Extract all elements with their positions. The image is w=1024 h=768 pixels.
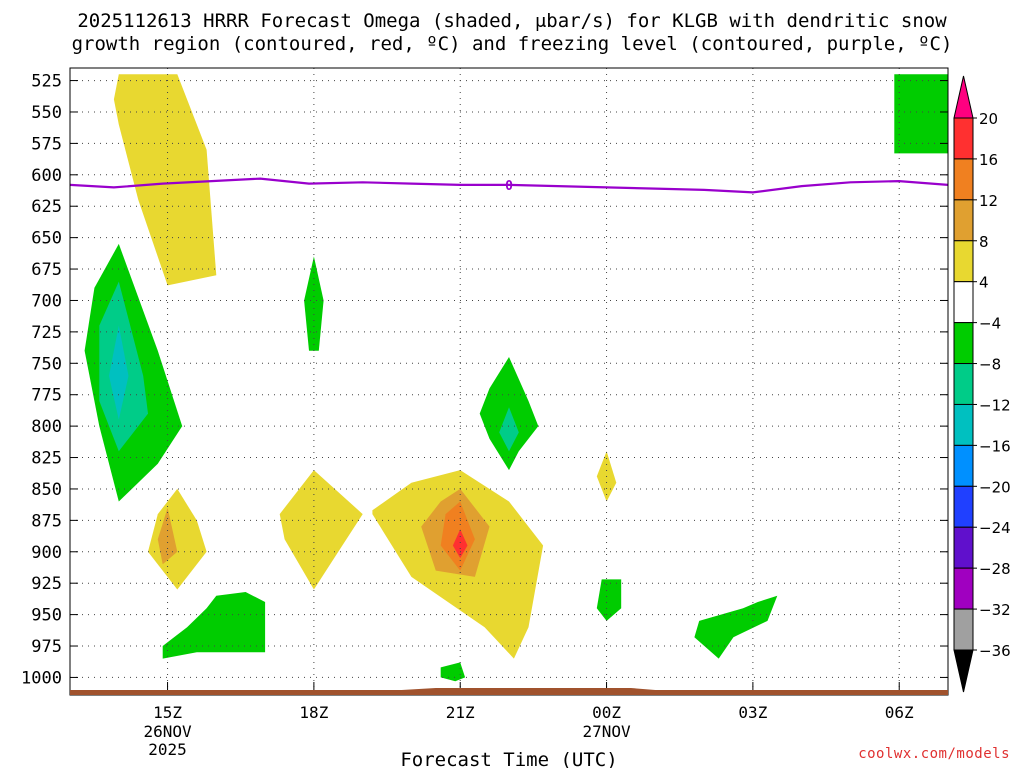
- terrain-strip: [70, 690, 948, 695]
- y-tick-label-950: 950: [31, 606, 62, 626]
- y-tick-label-975: 975: [31, 637, 62, 657]
- colorbar-box-5: [953, 322, 974, 365]
- y-tick-label-625: 625: [31, 197, 62, 217]
- omega-region-15: [162, 592, 266, 659]
- x-tick-date-15: 26NOV: [143, 722, 192, 741]
- y-tick-label-575: 575: [31, 134, 62, 154]
- colorbar-box-2: [953, 199, 974, 242]
- colorbar-label-5: −4: [979, 315, 1001, 333]
- colorbar-box-1: [953, 158, 974, 201]
- y-tick-label-550: 550: [31, 103, 62, 123]
- y-tick-label-600: 600: [31, 166, 62, 186]
- colorbar-label-12: −32: [979, 601, 1011, 619]
- omega-region-3: [279, 470, 363, 590]
- colorbar-label-2: 12: [979, 192, 998, 210]
- y-tick-label-650: 650: [31, 229, 62, 249]
- omega-region-14: [499, 407, 519, 452]
- grid-lines: [70, 68, 948, 690]
- y-tick-label-725: 725: [31, 323, 62, 343]
- x-tick-label-30: 06Z: [885, 703, 914, 722]
- chart-title-line-2: growth region (contoured, red, ºC) and f…: [71, 33, 953, 55]
- plot-area: [70, 74, 948, 682]
- y-tick-label-825: 825: [31, 449, 62, 469]
- terrain-bump: [401, 688, 656, 690]
- colorbar-box-12: [953, 608, 974, 651]
- colorbar-box-9: [953, 485, 974, 528]
- colorbar-box-7: [953, 403, 974, 446]
- x-tick-label-27: 03Z: [738, 703, 767, 722]
- colorbar-label-11: −28: [979, 560, 1011, 578]
- omega-region-17: [596, 579, 622, 621]
- colorbar-label-3: 8: [979, 233, 989, 251]
- colorbar-label-6: −8: [979, 356, 1001, 374]
- watermark: coolwx.com/models: [858, 746, 1010, 762]
- colorbar-box-6: [953, 363, 974, 405]
- x-tick-year-15: 2025: [148, 740, 187, 759]
- colorbar-label-0: 20: [979, 110, 998, 128]
- y-tick-label-900: 900: [31, 543, 62, 563]
- y-tick-label-925: 925: [31, 574, 62, 594]
- y-tick-label-700: 700: [31, 291, 62, 311]
- y-tick-label-850: 850: [31, 480, 62, 500]
- omega-region-18: [694, 595, 778, 659]
- colorbar-box-3: [953, 240, 974, 283]
- colorbar-box-8: [953, 444, 974, 487]
- colorbar-bottom-arrow: [953, 649, 974, 693]
- y-tick-label-775: 775: [31, 386, 62, 406]
- omega-region-19: [894, 74, 948, 154]
- colorbar: 20 16 12 8 4 −4 −8 −12 −16 −20 −24 −28 −32 −36: [953, 75, 1011, 693]
- colorbar-box-10: [953, 526, 974, 569]
- freezing-level-label: 0: [505, 179, 513, 194]
- y-tick-label-800: 800: [31, 417, 62, 437]
- x-tick-date-24: 27NOV: [582, 722, 631, 741]
- y-tick-label-750: 750: [31, 354, 62, 374]
- chart-title-line-1: 2025112613 HRRR Forecast Omega (shaded, …: [77, 10, 947, 32]
- colorbar-box-4: [953, 281, 974, 324]
- omega-region-16: [440, 662, 466, 682]
- colorbar-label-4: 4: [979, 274, 989, 292]
- freezing-level-line: [70, 177, 948, 194]
- x-tick-label-15: 15Z: [153, 703, 182, 722]
- colorbar-label-1: 16: [979, 151, 998, 169]
- y-tick-label-675: 675: [31, 260, 62, 280]
- x-tick-label-24: 00Z: [592, 703, 621, 722]
- colorbar-box-11: [953, 567, 974, 610]
- omega-region-11: [109, 325, 129, 420]
- colorbar-top-arrow: [953, 75, 974, 119]
- colorbar-label-9: −20: [979, 478, 1011, 496]
- omega-region-0: [113, 74, 217, 286]
- y-tick-label-1000: 1000: [21, 668, 62, 688]
- y-tick-label-525: 525: [31, 72, 62, 92]
- omega-region-7: [452, 529, 468, 559]
- x-axis-label: Forecast Time (UTC): [400, 749, 617, 768]
- colorbar-label-7: −12: [979, 396, 1011, 414]
- y-tick-label-875: 875: [31, 511, 62, 531]
- colorbar-label-8: −16: [979, 437, 1011, 455]
- colorbar-label-10: −24: [979, 519, 1011, 537]
- x-tick-label-18: 18Z: [299, 703, 328, 722]
- colorbar-box-0: [953, 117, 974, 160]
- omega-region-12: [304, 256, 324, 351]
- omega-region-1: [148, 488, 207, 590]
- x-tick-label-21: 21Z: [446, 703, 475, 722]
- colorbar-label-13: −36: [979, 642, 1011, 660]
- axes: 525 550 575 600 625 650 675 700 725 750 775 800 825 8…: [21, 72, 948, 759]
